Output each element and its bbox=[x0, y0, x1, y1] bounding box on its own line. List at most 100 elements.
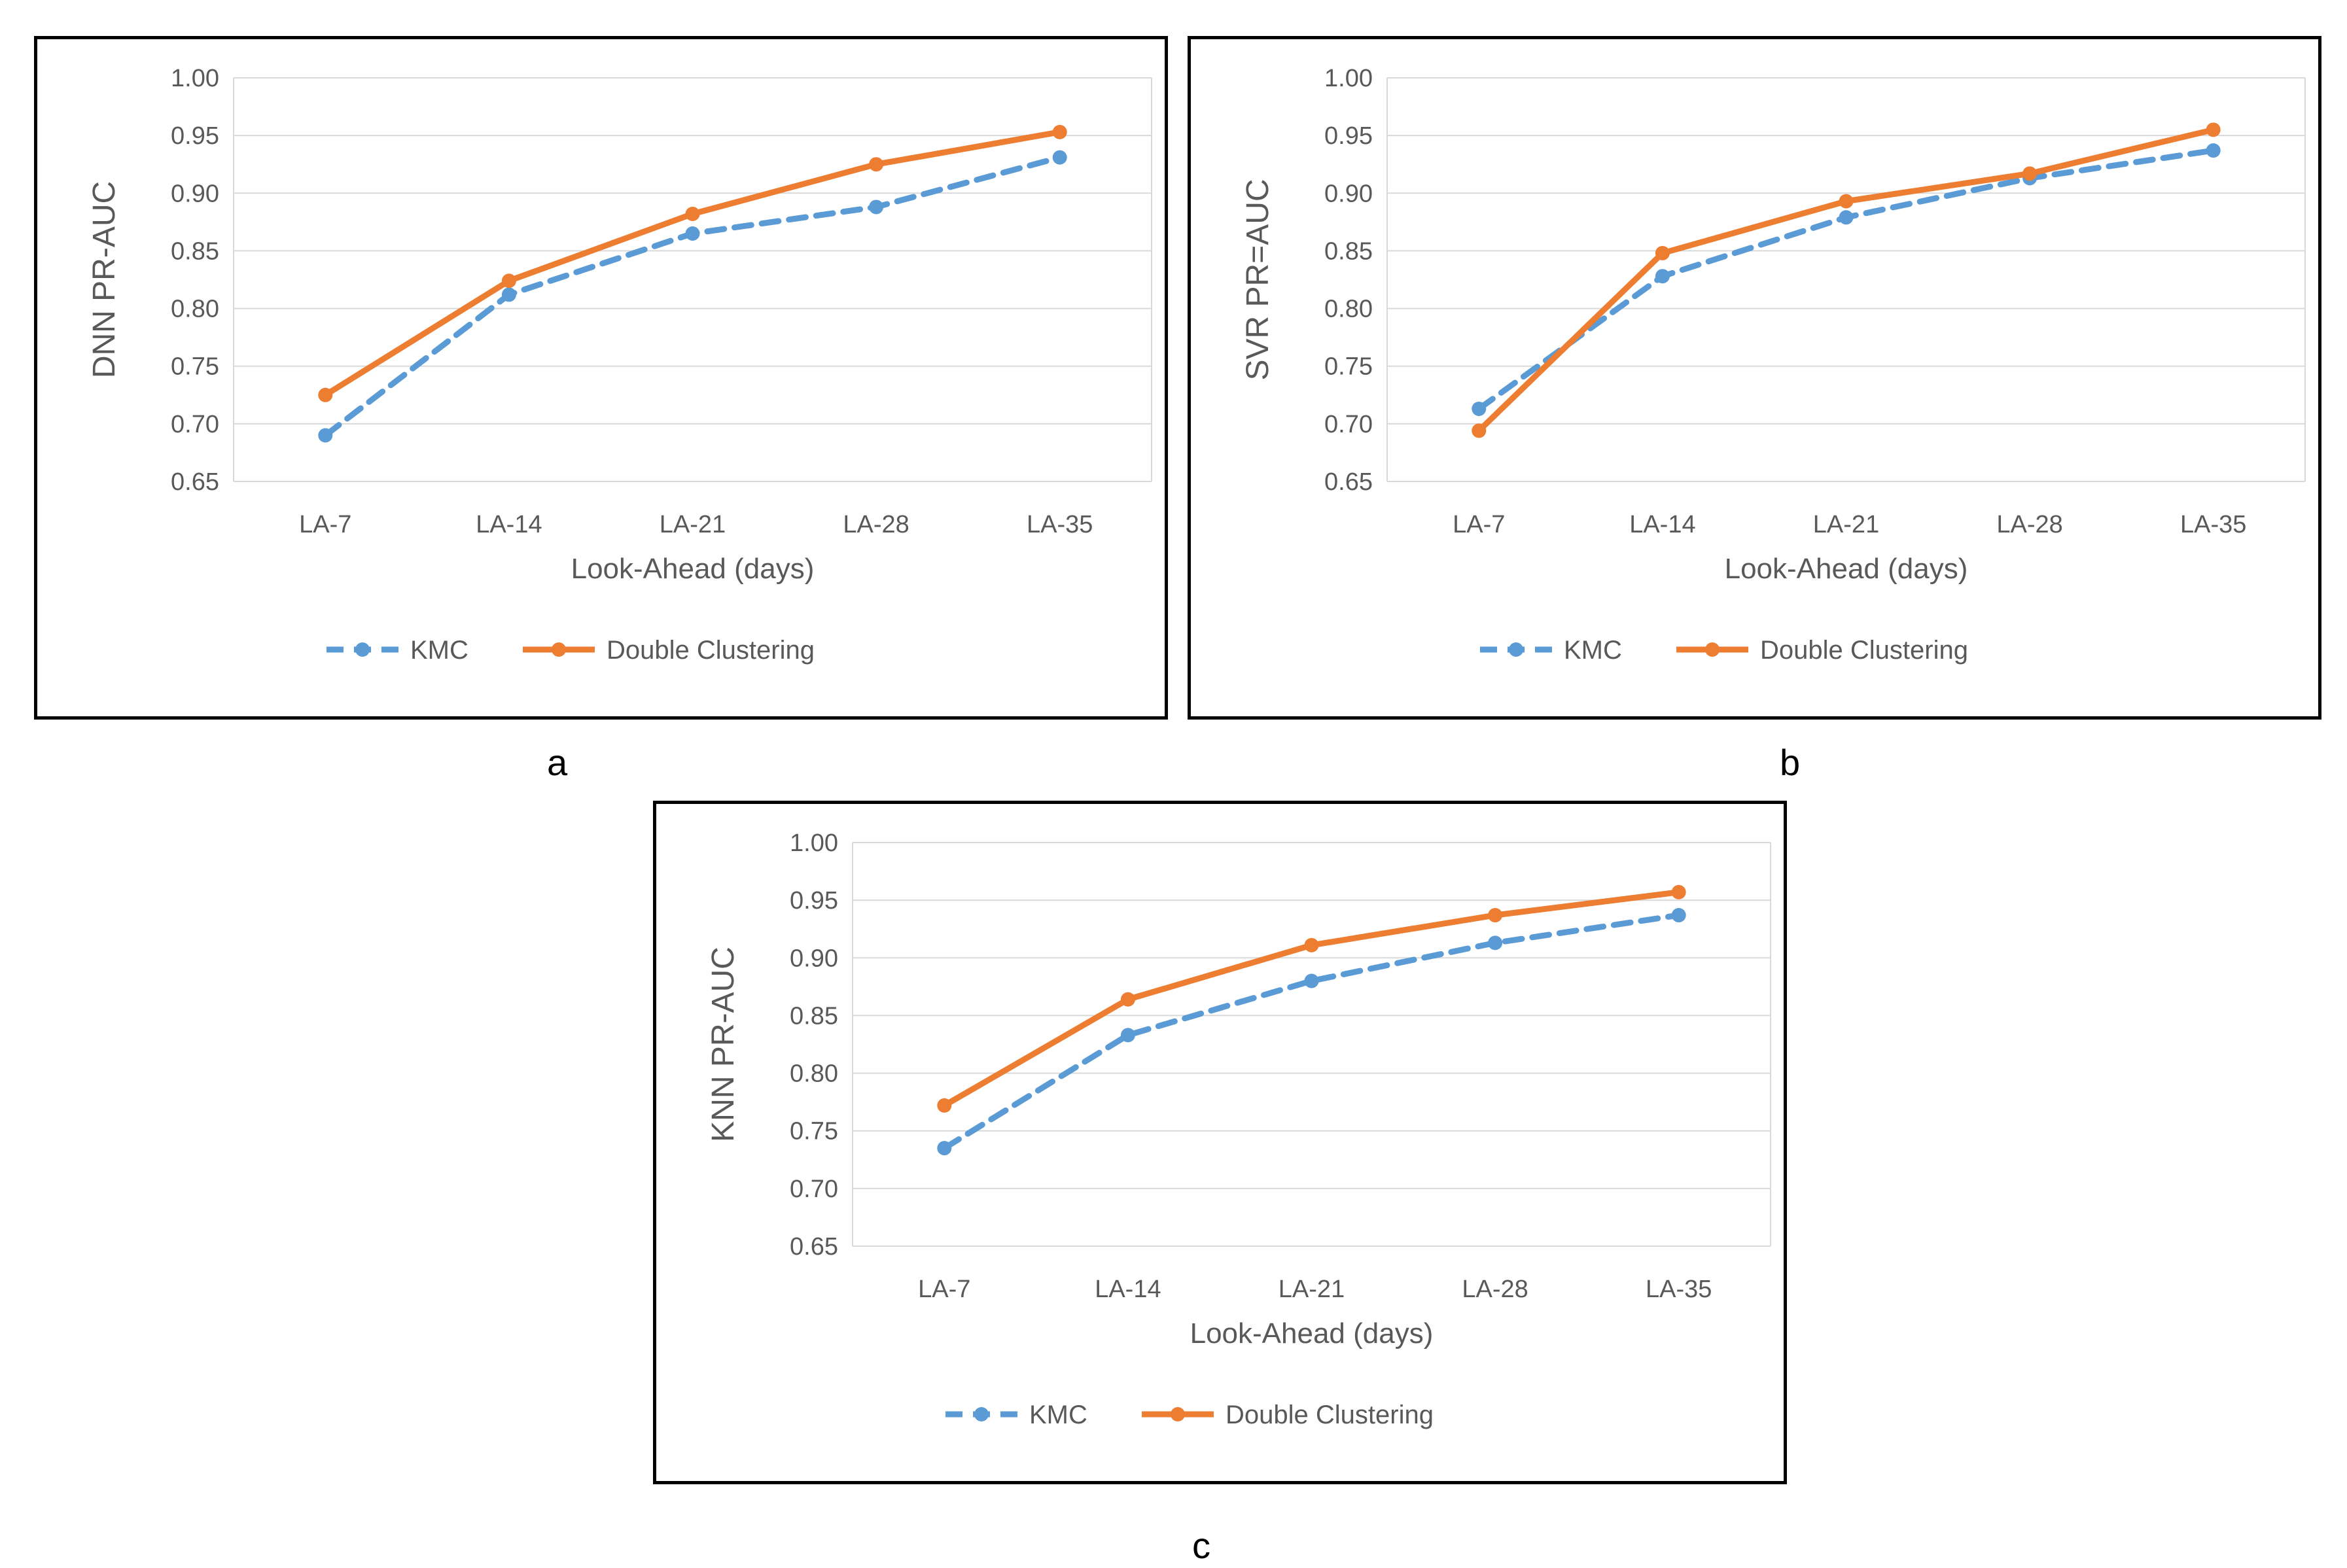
data-point-double-clustering bbox=[1472, 423, 1487, 438]
y-tick-label: 0.70 bbox=[171, 411, 219, 438]
data-point-double-clustering bbox=[1120, 992, 1135, 1007]
x-tick-label: LA-35 bbox=[2180, 511, 2246, 538]
data-point-double-clustering bbox=[2022, 166, 2038, 181]
x-tick-label: LA-35 bbox=[1646, 1276, 1712, 1303]
y-axis-title: SVR PR=AUC bbox=[1241, 179, 1275, 380]
x-tick-label: LA-7 bbox=[299, 511, 351, 538]
chart-c: 0.65 0.70 0.75 0.80 0.85 0.90 0.95 1.00 LA-7 LA-1… bbox=[706, 829, 1771, 1429]
data-point-kmc bbox=[1839, 210, 1854, 225]
data-point-double-clustering bbox=[1655, 245, 1670, 260]
chart-panel-a: 0.65 0.70 0.75 0.80 0.85 0.90 0.95 1.00 LA-7 LA-1… bbox=[34, 36, 1168, 720]
chart-a: 0.65 0.70 0.75 0.80 0.85 0.90 0.95 1.00 LA-7 LA-1… bbox=[87, 65, 1152, 665]
legend-label: Double Clustering bbox=[607, 636, 815, 665]
x-tick-label: LA-7 bbox=[1453, 511, 1505, 538]
y-tick-label: 1.00 bbox=[1324, 65, 1373, 92]
y-tick-label: 0.65 bbox=[171, 468, 219, 496]
chart-panel-b: 0.65 0.70 0.75 0.80 0.85 0.90 0.95 1.00 LA-7 LA-1… bbox=[1188, 36, 2321, 720]
y-tick-label: 0.85 bbox=[790, 1002, 838, 1030]
series-line-kmc bbox=[941, 912, 1682, 1151]
data-point-kmc bbox=[2206, 143, 2221, 158]
y-tick-label: 0.90 bbox=[171, 180, 219, 207]
x-tick-label: LA-14 bbox=[476, 511, 542, 538]
x-axis-title: Look-Ahead (days) bbox=[1190, 1317, 1434, 1350]
y-tick-label: 0.80 bbox=[1324, 296, 1373, 323]
x-tick-label: LA-21 bbox=[1279, 1276, 1345, 1303]
y-tick-label: 1.00 bbox=[790, 829, 838, 857]
subfigure-label-b: b bbox=[1780, 742, 1801, 783]
x-tick-label: LA-28 bbox=[1462, 1276, 1528, 1303]
y-tick-label: 0.75 bbox=[171, 353, 219, 381]
legend-marker bbox=[1171, 1407, 1185, 1421]
data-point-double-clustering bbox=[1052, 124, 1067, 139]
data-point-kmc bbox=[1120, 1028, 1135, 1043]
y-tick-label: 0.95 bbox=[171, 122, 219, 150]
legend-marker bbox=[1705, 642, 1720, 657]
y-tick-label: 1.00 bbox=[171, 65, 219, 92]
series-line-double-clustering bbox=[322, 129, 1063, 398]
data-point-kmc bbox=[1655, 269, 1670, 284]
y-axis-title: DNN PR-AUC bbox=[87, 181, 122, 378]
x-tick-label: LA-7 bbox=[918, 1276, 970, 1303]
series-line-kmc bbox=[322, 154, 1063, 438]
y-tick-label: 0.95 bbox=[1324, 122, 1373, 150]
x-tick-label: LA-21 bbox=[1813, 511, 1879, 538]
data-point-double-clustering bbox=[1304, 937, 1319, 952]
y-axis-title: KNN PR-AUC bbox=[706, 947, 741, 1142]
legend-label: Double Clustering bbox=[1226, 1401, 1434, 1429]
data-point-double-clustering bbox=[869, 157, 884, 172]
legend-marker bbox=[1509, 642, 1523, 657]
data-point-kmc bbox=[1472, 401, 1487, 416]
y-tick-label: 0.70 bbox=[1324, 411, 1373, 438]
data-point-double-clustering bbox=[501, 273, 516, 288]
legend-label: KMC bbox=[1029, 1401, 1087, 1429]
x-axis-title: Look-Ahead (days) bbox=[571, 553, 815, 585]
data-point-double-clustering bbox=[318, 387, 333, 402]
series-line-kmc bbox=[1475, 147, 2217, 412]
data-point-kmc bbox=[1052, 150, 1067, 165]
series-line-double-clustering bbox=[1475, 126, 2217, 434]
data-point-kmc bbox=[1304, 973, 1319, 988]
y-tick-label: 0.75 bbox=[1324, 353, 1373, 381]
data-point-kmc bbox=[685, 226, 700, 241]
chart-b: 0.65 0.70 0.75 0.80 0.85 0.90 0.95 1.00 LA-7 LA-1… bbox=[1241, 65, 2306, 665]
y-tick-label: 0.65 bbox=[1324, 468, 1373, 496]
data-point-kmc bbox=[937, 1141, 952, 1156]
data-point-double-clustering bbox=[1839, 194, 1854, 209]
y-tick-label: 0.85 bbox=[171, 237, 219, 265]
legend-label: KMC bbox=[1564, 636, 1622, 665]
data-point-kmc bbox=[1488, 935, 1503, 950]
x-tick-label: LA-28 bbox=[1996, 511, 2062, 538]
legend-marker bbox=[355, 642, 370, 657]
y-tick-label: 0.80 bbox=[790, 1060, 838, 1088]
x-tick-label: LA-35 bbox=[1027, 511, 1093, 538]
y-tick-label: 0.70 bbox=[790, 1176, 838, 1203]
y-tick-label: 0.85 bbox=[1324, 237, 1373, 265]
x-tick-label: LA-14 bbox=[1629, 511, 1695, 538]
x-tick-label: LA-14 bbox=[1095, 1276, 1161, 1303]
subfigure-label-a: a bbox=[547, 742, 568, 783]
data-point-kmc bbox=[501, 287, 516, 302]
x-axis-title: Look-Ahead (days) bbox=[1725, 553, 1968, 585]
data-point-kmc bbox=[869, 200, 884, 215]
legend-label: Double Clustering bbox=[1760, 636, 1968, 665]
legend-marker bbox=[974, 1407, 989, 1421]
data-point-double-clustering bbox=[1671, 884, 1686, 899]
data-point-double-clustering bbox=[2206, 122, 2221, 137]
legend-marker bbox=[552, 642, 566, 657]
y-tick-label: 0.90 bbox=[790, 945, 838, 972]
y-tick-label: 0.95 bbox=[790, 887, 838, 915]
chart-panel-c: 0.65 0.70 0.75 0.80 0.85 0.90 0.95 1.00 LA-7 LA-1… bbox=[653, 801, 1787, 1484]
subfigure-label-c: c bbox=[1192, 1525, 1210, 1566]
x-tick-label: LA-21 bbox=[660, 511, 726, 538]
y-tick-label: 0.90 bbox=[1324, 180, 1373, 207]
x-tick-label: LA-28 bbox=[843, 511, 909, 538]
legend-label: KMC bbox=[410, 636, 468, 665]
y-tick-label: 0.65 bbox=[790, 1233, 838, 1261]
data-point-double-clustering bbox=[937, 1098, 952, 1113]
data-point-double-clustering bbox=[1488, 908, 1503, 923]
y-tick-label: 0.75 bbox=[790, 1118, 838, 1145]
data-point-kmc bbox=[318, 428, 333, 443]
data-point-double-clustering bbox=[685, 207, 700, 222]
y-tick-label: 0.80 bbox=[171, 296, 219, 323]
data-point-kmc bbox=[1671, 908, 1686, 923]
